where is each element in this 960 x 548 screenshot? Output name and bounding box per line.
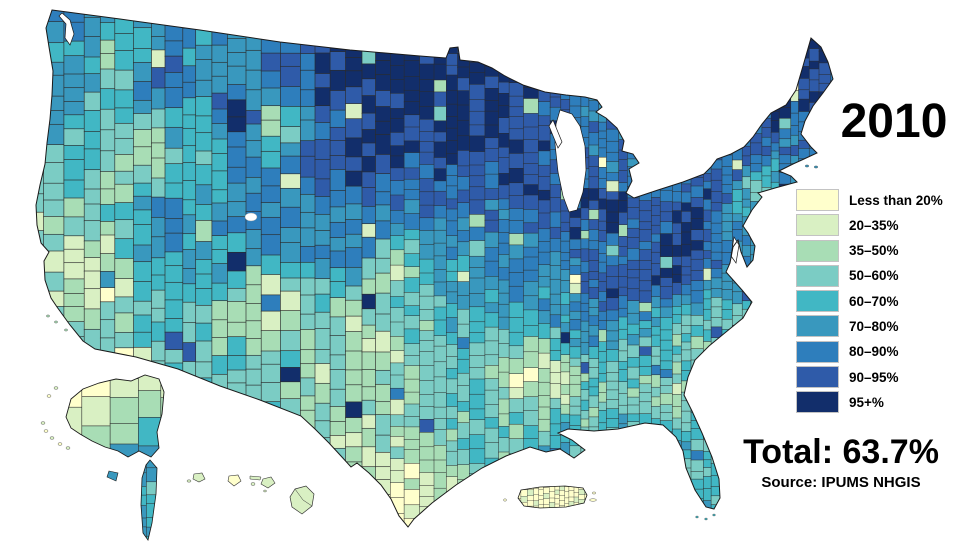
legend-item-label: 90–95%: [849, 369, 899, 385]
legend-swatch: [796, 214, 839, 237]
legend-swatch: [796, 315, 839, 338]
legend-item-label: 95+%: [849, 394, 884, 410]
legend-item: 35–50%: [796, 239, 943, 262]
year-label: 2010: [840, 95, 948, 148]
legend-item-label: 20–35%: [849, 217, 899, 233]
total-label: Total: 63.7%: [743, 433, 939, 471]
legend-item-label: 60–70%: [849, 293, 899, 309]
source-label: Source: IPUMS NHGIS: [761, 474, 921, 491]
legend-swatch: [796, 391, 839, 414]
legend-item-label: 35–50%: [849, 243, 899, 259]
legend-item: 20–35%: [796, 214, 943, 237]
legend-item: 70–80%: [796, 315, 943, 338]
legend-swatch: [796, 366, 839, 389]
legend-item: 80–90%: [796, 340, 943, 363]
legend-item: 50–60%: [796, 264, 943, 287]
legend-swatch: [796, 264, 839, 287]
legend-item: Less than 20%: [796, 189, 943, 211]
legend-item-label: 50–60%: [849, 268, 899, 284]
legend-swatch: [796, 239, 839, 262]
legend-swatch: [796, 189, 839, 211]
legend-item: 95+%: [796, 391, 943, 414]
legend-swatch: [796, 340, 839, 363]
legend-swatch: [796, 290, 839, 313]
legend-item-label: 80–90%: [849, 344, 899, 360]
legend-item: 90–95%: [796, 366, 943, 389]
legend-item-label: 70–80%: [849, 318, 899, 334]
legend-item-label: Less than 20%: [849, 192, 943, 208]
legend: Less than 20% 20–35% 35–50% 50–60% 60–70% 70–…: [796, 189, 943, 417]
legend-item: 60–70%: [796, 290, 943, 313]
